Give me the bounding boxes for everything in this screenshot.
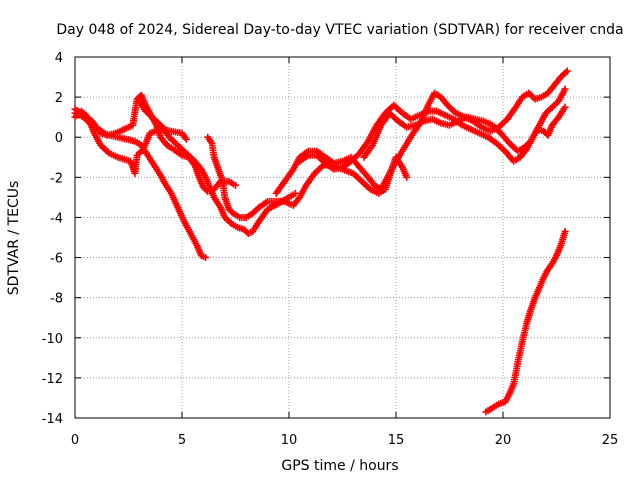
y-axis-label: SDTVAR / TECUs (6, 181, 22, 296)
data-point (182, 135, 190, 143)
x-tick-label: 0 (71, 433, 79, 448)
chart-title: Day 048 of 2024, Sidereal Day-to-day VTE… (56, 22, 623, 38)
y-tick-label: -8 (50, 292, 63, 307)
data-point (563, 67, 571, 75)
y-tick-label: -12 (42, 372, 63, 387)
data-point (232, 181, 239, 189)
data-point (561, 227, 569, 235)
data-point (403, 173, 411, 181)
y-tick-label: -4 (50, 211, 63, 226)
data-point (561, 85, 569, 93)
data-point (228, 208, 236, 216)
y-tick-label: -2 (50, 171, 63, 186)
series-trace-9 (482, 227, 569, 416)
series-trace-4 (135, 97, 299, 237)
grid (75, 57, 610, 418)
x-axis-label: GPS time / hours (281, 458, 398, 474)
y-tick-label: 0 (55, 131, 63, 146)
series-trace-8 (360, 103, 569, 161)
y-tick-label: -14 (42, 412, 63, 427)
series-trace-3 (71, 105, 210, 262)
x-tick-label: 25 (602, 433, 619, 448)
series-trace-7 (296, 85, 569, 173)
x-tick-label: 5 (178, 433, 186, 448)
y-tick-label: -10 (42, 332, 63, 347)
x-tick-label: 20 (495, 433, 512, 448)
data-point (561, 103, 569, 111)
y-tick-label: 2 (55, 91, 63, 106)
y-tick-label: -6 (50, 252, 63, 267)
data-point (202, 254, 210, 262)
plot-frame (74, 56, 611, 419)
data-point (291, 189, 299, 197)
data-series (71, 67, 571, 416)
series-trace-5 (204, 133, 411, 221)
x-tick-label: 10 (281, 433, 298, 448)
y-tick-label: 4 (55, 51, 63, 66)
x-tick-label: 15 (388, 433, 405, 448)
